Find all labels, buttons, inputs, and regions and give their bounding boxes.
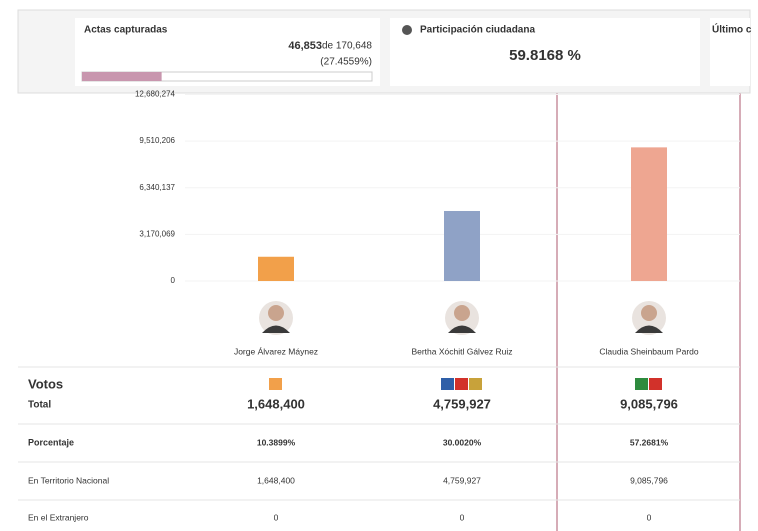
party-logo: [635, 378, 648, 390]
candidate-body: [635, 325, 663, 333]
candidate-name: Bertha Xóchitl Gálvez Ruiz: [411, 346, 512, 356]
row-cell: 0: [460, 512, 465, 522]
row-cell: 10.3899%: [257, 437, 296, 447]
row-cell: 57.2681%: [630, 437, 669, 447]
row-label: Porcentaje: [28, 437, 74, 447]
actas-captured: 46,853: [288, 40, 322, 52]
actas-title: Actas capturadas: [84, 25, 168, 36]
actas-percent: (27.4559%): [320, 57, 372, 68]
y-tick-label: 3,170,069: [139, 229, 175, 238]
row-cell: 30.0020%: [443, 437, 482, 447]
row-label: En Territorio Nacional: [28, 475, 109, 485]
participacion-value: 59.8168 %: [509, 47, 581, 64]
candidate-face: [268, 305, 284, 321]
party-logo: [469, 378, 482, 390]
total-votes: 4,759,927: [433, 396, 491, 411]
row-cell: 9,085,796: [630, 475, 668, 485]
party-logo: [455, 378, 468, 390]
total-votes: 1,648,400: [247, 396, 305, 411]
ultimo-title: Último c: [712, 23, 752, 36]
y-tick-label: 9,510,206: [139, 136, 175, 145]
actas-of: de 170,648: [322, 41, 372, 52]
participacion-card: [390, 18, 700, 86]
help-icon: [402, 25, 412, 35]
candidate-face: [641, 305, 657, 321]
bar: [258, 256, 294, 281]
row-cell: 0: [647, 512, 652, 522]
ultimo-card: [710, 18, 750, 86]
progress-fill: [82, 72, 162, 81]
bar: [444, 210, 480, 281]
y-tick-label: 12,680,274: [135, 90, 176, 99]
y-tick-label: 0: [171, 276, 176, 285]
row-cell: 1,648,400: [257, 475, 295, 485]
candidate-name: Claudia Sheinbaum Pardo: [599, 346, 699, 356]
row-label: En el Extranjero: [28, 512, 89, 522]
row-cell: 0: [274, 512, 279, 522]
candidate-body: [448, 325, 476, 333]
participacion-title: Participación ciudadana: [420, 25, 535, 36]
votos-label: Votos: [28, 376, 63, 391]
candidate-name: Jorge Álvarez Máynez: [234, 346, 318, 356]
total-label: Total: [28, 400, 51, 411]
party-logo: [441, 378, 454, 390]
candidate-face: [454, 305, 470, 321]
bar: [631, 147, 667, 281]
party-logo: [649, 378, 662, 390]
party-logo: [269, 378, 282, 390]
y-tick-label: 6,340,137: [139, 183, 175, 192]
total-votes: 9,085,796: [620, 396, 678, 411]
candidate-body: [262, 325, 290, 333]
row-cell: 4,759,927: [443, 475, 481, 485]
